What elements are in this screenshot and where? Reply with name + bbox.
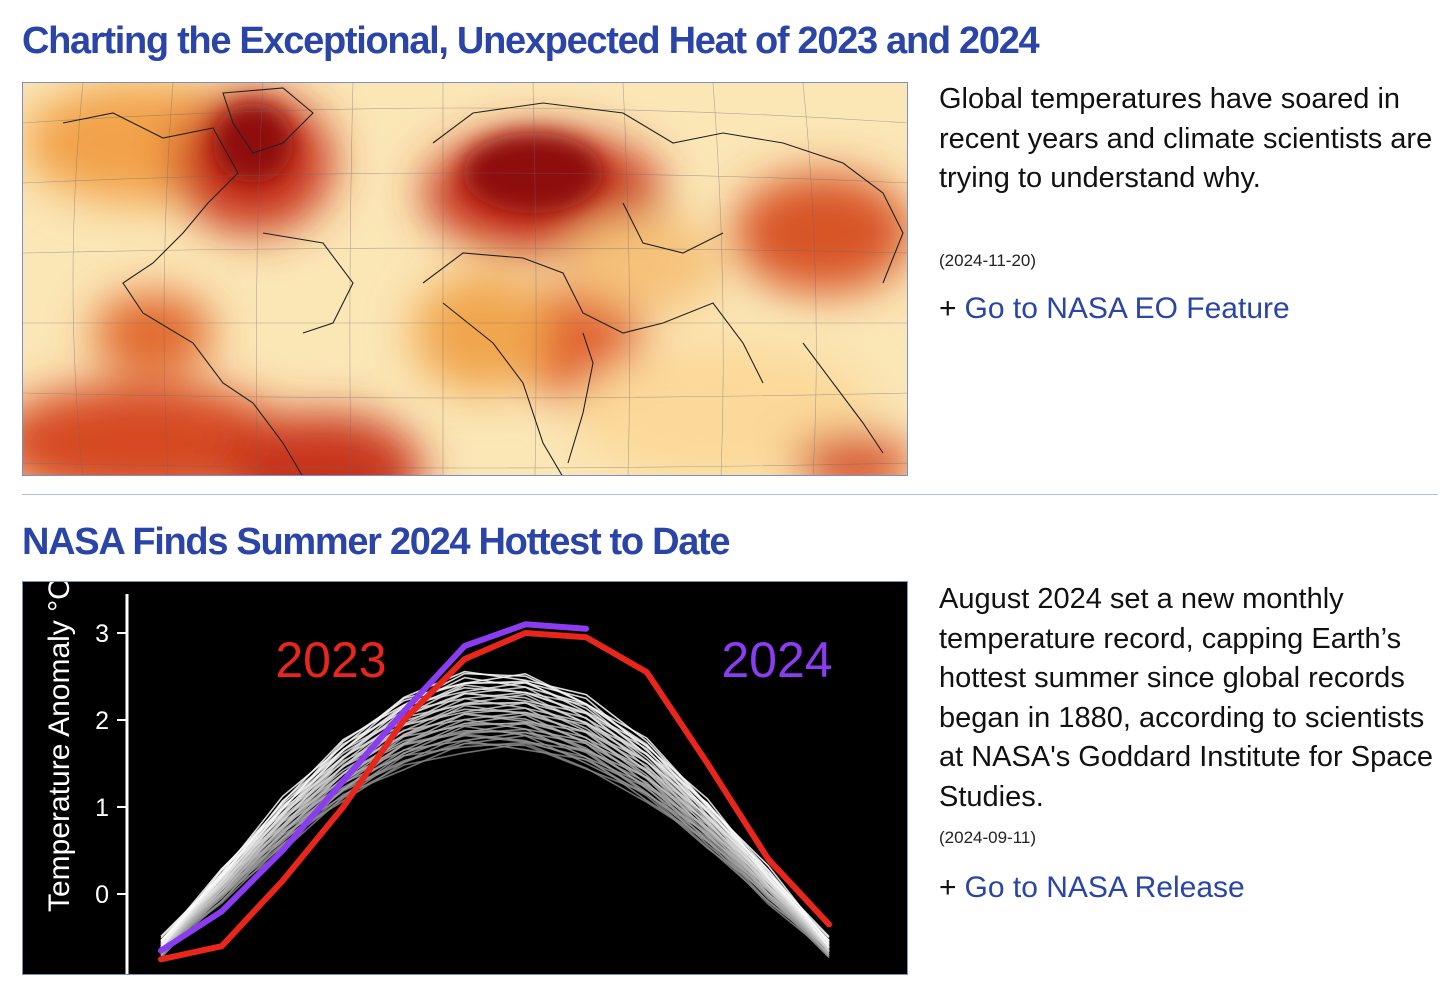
- series-label-2023: 2023: [275, 632, 386, 688]
- y-tick-label: 1: [95, 794, 109, 822]
- release-date: (2024-09-11): [939, 828, 1037, 847]
- historical-lines: [160, 670, 830, 959]
- historical-year-line: [160, 693, 830, 945]
- historical-year-line: [160, 686, 830, 949]
- series-line-2023: [158, 630, 832, 963]
- historical-year-line: [160, 713, 830, 953]
- y-axis-ticks: 3 2 1 0: [95, 620, 127, 909]
- series-label-2024: 2024: [721, 632, 832, 688]
- y-tick-label: 0: [95, 881, 109, 909]
- release-description: August 2024 set a new monthly temperatur…: [939, 583, 1433, 813]
- feature-description: Global temperatures have soared in recen…: [939, 83, 1433, 194]
- anomaly-map-graphic: [23, 83, 907, 475]
- y-tick-label: 3: [95, 620, 109, 648]
- plus-icon: +: [939, 871, 957, 904]
- historical-year-line: [160, 672, 830, 938]
- release-link-row: + Go to NASA Release: [939, 871, 1245, 905]
- feature-date: (2024-11-20): [939, 251, 1037, 270]
- y-axis-label: Temperature Anomaly °C: [43, 582, 76, 912]
- series-lines: [158, 621, 832, 963]
- release-headline[interactable]: NASA Finds Summer 2024 Hottest to Date: [22, 521, 731, 563]
- anomaly-chart-graphic: 3 2 1 0 Temperature Anomaly °C 2023 2024: [43, 582, 833, 974]
- series-line-2024: [158, 621, 590, 954]
- historical-year-line: [160, 670, 830, 945]
- y-tick-label: 2: [95, 707, 109, 735]
- historical-year-line: [160, 672, 830, 942]
- seasonal-temperature-anomaly-chart[interactable]: 3 2 1 0 Temperature Anomaly °C 2023 2024: [22, 581, 908, 975]
- go-to-feature-link[interactable]: Go to NASA EO Feature: [964, 292, 1290, 325]
- go-to-release-link[interactable]: Go to NASA Release: [964, 871, 1245, 904]
- plus-icon: +: [939, 292, 957, 325]
- section-divider: [22, 494, 1438, 495]
- global-temperature-anomaly-map[interactable]: [22, 82, 908, 476]
- feature-headline[interactable]: Charting the Exceptional, Unexpected Hea…: [22, 20, 1040, 62]
- feature-link-row: + Go to NASA EO Feature: [939, 292, 1290, 326]
